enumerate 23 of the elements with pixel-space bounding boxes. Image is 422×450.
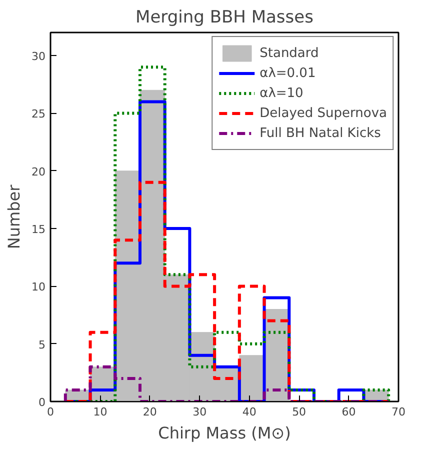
y-tick-label: 30	[32, 50, 46, 64]
legend-label: αλ=10	[260, 86, 304, 100]
y-tick-label: 20	[32, 165, 46, 178]
x-tick-label: 50	[292, 406, 306, 418]
y-tick-label: 25	[32, 108, 46, 121]
x-tick-label: 60	[342, 406, 356, 418]
legend-label: Full BH Natal Kicks	[260, 126, 381, 140]
y-tick-label: 10	[32, 280, 46, 294]
x-tick-label: 70	[392, 406, 406, 418]
y-axis-title: Number	[4, 184, 24, 250]
legend-label: Delayed Supernova	[260, 106, 387, 120]
chart-title: Merging BBH Masses	[136, 8, 314, 28]
x-tick-label: 30	[192, 406, 207, 418]
y-tick-label: 15	[32, 223, 46, 236]
x-tick-label: 20	[142, 406, 157, 418]
x-tick-label: 10	[93, 406, 108, 418]
y-tick-label: 5	[38, 338, 46, 352]
x-axis-title: Chirp Mass (M⊙)	[158, 424, 291, 442]
legend-label: αλ=0.01	[260, 66, 316, 80]
y-tick-label: 0	[38, 396, 46, 409]
x-tick-label: 0	[47, 406, 54, 418]
x-tick-label: 40	[242, 406, 256, 418]
legend-label: Standard	[260, 46, 319, 60]
